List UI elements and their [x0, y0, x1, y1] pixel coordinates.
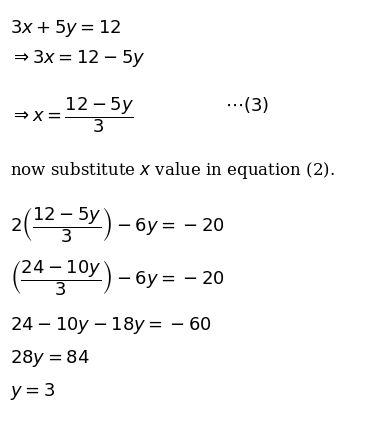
- Text: $3x+5y=12$: $3x+5y=12$: [10, 18, 122, 39]
- Text: $28y=84$: $28y=84$: [10, 348, 89, 369]
- Text: now substitute $x$ value in equation (2).: now substitute $x$ value in equation (2)…: [10, 160, 335, 181]
- Text: $y=3$: $y=3$: [10, 381, 55, 402]
- Text: $\Rightarrow 3x=12-5y$: $\Rightarrow 3x=12-5y$: [10, 48, 146, 69]
- Text: $\Rightarrow x=\dfrac{12-5y}{3}$: $\Rightarrow x=\dfrac{12-5y}{3}$: [10, 95, 134, 135]
- Text: $24-10y-18y=-60$: $24-10y-18y=-60$: [10, 315, 212, 336]
- Text: $2\left(\dfrac{12-5y}{3}\right)-6y=-20$: $2\left(\dfrac{12-5y}{3}\right)-6y=-20$: [10, 205, 225, 245]
- Text: $\cdots(3)$: $\cdots(3)$: [225, 95, 269, 115]
- Text: $\left(\dfrac{24-10y}{3}\right)-6y=-20$: $\left(\dfrac{24-10y}{3}\right)-6y=-20$: [10, 258, 225, 298]
